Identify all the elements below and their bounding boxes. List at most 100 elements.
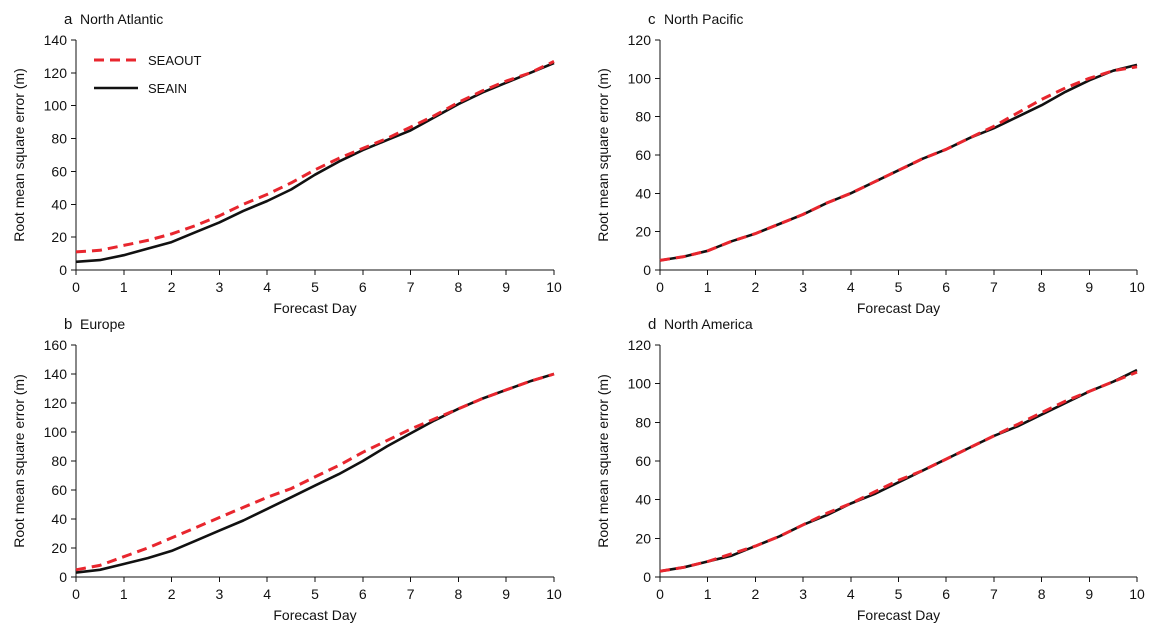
x-tick-label: 7 (407, 586, 415, 602)
x-tick-label: 8 (455, 586, 463, 602)
x-tick-label: 2 (752, 279, 760, 295)
x-tick-label: 10 (1129, 586, 1145, 602)
y-tick-label: 140 (44, 366, 68, 382)
x-tick-label: 9 (502, 586, 510, 602)
y-tick-label: 20 (635, 224, 651, 240)
y-tick-label: 120 (628, 32, 652, 48)
x-axis-label: Forecast Day (273, 607, 356, 623)
y-tick-label: 20 (51, 229, 67, 245)
x-tick-label: 1 (120, 279, 128, 295)
x-tick-label: 3 (216, 586, 224, 602)
x-tick-label: 10 (546, 586, 562, 602)
series-line-seain (75, 372, 555, 574)
y-tick-label: 80 (51, 453, 67, 469)
y-tick-label: 80 (635, 414, 651, 430)
series-line-seain (659, 63, 1138, 262)
x-tick-label: 4 (847, 279, 855, 295)
x-tick-label: 6 (942, 279, 950, 295)
x-tick-label: 2 (752, 586, 760, 602)
x-tick-label: 4 (847, 586, 855, 602)
x-tick-label: 2 (168, 586, 176, 602)
y-tick-label: 120 (44, 65, 68, 81)
series-line-seaout (659, 370, 1138, 573)
x-axis-label: Forecast Day (857, 300, 940, 316)
x-tick-label: 3 (799, 586, 807, 602)
legend-label-seain: SEAIN (148, 81, 187, 96)
x-tick-label: 9 (502, 279, 510, 295)
x-tick-label: 1 (120, 586, 128, 602)
x-tick-label: 6 (942, 586, 950, 602)
y-axis-label: Root mean square error (m) (11, 68, 27, 242)
x-tick-label: 1 (704, 279, 712, 295)
x-tick-label: 5 (895, 279, 903, 295)
x-tick-label: 7 (990, 586, 998, 602)
y-tick-label: 100 (628, 376, 652, 392)
x-tick-label: 10 (546, 279, 562, 295)
panel-title: North America (664, 316, 753, 332)
x-tick-label: 4 (263, 279, 271, 295)
x-tick-label: 10 (1129, 279, 1145, 295)
y-tick-label: 0 (59, 262, 67, 278)
y-tick-label: 20 (635, 530, 651, 546)
x-tick-label: 4 (263, 586, 271, 602)
y-axis-label: Root mean square error (m) (595, 68, 611, 242)
x-tick-label: 8 (1038, 279, 1046, 295)
y-axis-label: Root mean square error (m) (595, 374, 611, 548)
x-tick-label: 7 (407, 279, 415, 295)
panel-letter: c (648, 11, 656, 28)
x-axis-label: Forecast Day (273, 300, 356, 316)
y-tick-label: 0 (643, 569, 651, 585)
x-tick-label: 5 (895, 586, 903, 602)
x-tick-label: 5 (311, 586, 319, 602)
x-tick-label: 0 (72, 586, 80, 602)
y-tick-label: 100 (44, 98, 68, 114)
panel-title: North Pacific (664, 11, 743, 27)
x-tick-label: 0 (72, 279, 80, 295)
series-line-seaout (659, 65, 1138, 262)
x-tick-label: 8 (1038, 586, 1046, 602)
y-tick-label: 40 (635, 492, 651, 508)
series-line-seaout (75, 60, 555, 254)
y-tick-label: 100 (628, 70, 652, 86)
y-tick-label: 120 (628, 337, 652, 353)
y-tick-label: 60 (635, 147, 651, 163)
x-tick-label: 1 (704, 586, 712, 602)
x-tick-label: 9 (1085, 279, 1093, 295)
y-tick-label: 140 (44, 32, 68, 48)
x-axis-label: Forecast Day (857, 607, 940, 623)
y-axis-label: Root mean square error (m) (11, 374, 27, 548)
y-tick-label: 100 (44, 424, 68, 440)
y-tick-label: 0 (643, 262, 651, 278)
x-tick-label: 8 (455, 279, 463, 295)
x-tick-label: 3 (216, 279, 224, 295)
y-tick-label: 160 (44, 337, 68, 353)
x-tick-label: 5 (311, 279, 319, 295)
x-tick-label: 3 (799, 279, 807, 295)
y-tick-label: 60 (635, 453, 651, 469)
panel-letter: a (64, 11, 73, 28)
series-line-seain (75, 61, 555, 264)
y-tick-label: 40 (635, 185, 651, 201)
y-tick-label: 40 (51, 196, 67, 212)
legend: SEAOUT SEAIN (94, 53, 202, 96)
panel-title: North Atlantic (80, 11, 163, 27)
y-tick-label: 20 (51, 540, 67, 556)
panel-letter: d (648, 316, 656, 333)
legend-label-seaout: SEAOUT (148, 53, 202, 68)
y-tick-label: 40 (51, 511, 67, 527)
series-line-seaout (75, 372, 555, 572)
x-tick-label: 6 (359, 586, 367, 602)
y-tick-label: 60 (51, 163, 67, 179)
x-tick-label: 6 (359, 279, 367, 295)
x-tick-label: 0 (656, 279, 664, 295)
x-tick-label: 9 (1085, 586, 1093, 602)
y-tick-label: 0 (59, 569, 67, 585)
y-tick-label: 80 (635, 109, 651, 125)
panel-letter: b (64, 316, 72, 333)
x-tick-label: 0 (656, 586, 664, 602)
